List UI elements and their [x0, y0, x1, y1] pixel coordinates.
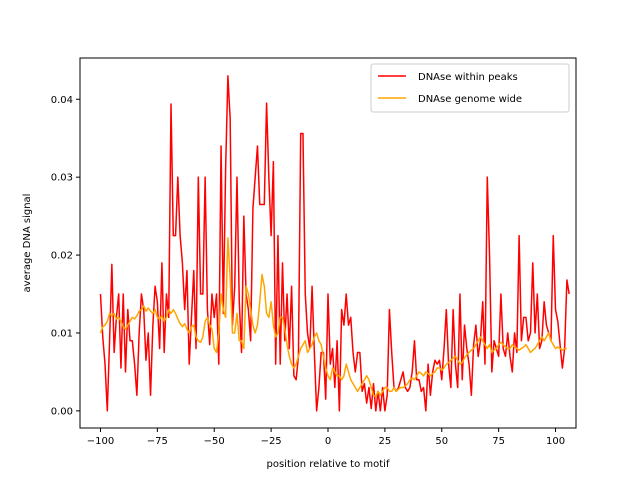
x-tick-label: 100 [546, 436, 565, 447]
y-axis-label: average DNA signal [22, 194, 33, 293]
x-tick-label: 50 [435, 436, 448, 447]
x-axis: −100 −75 −50 −25 0 25 50 75 100 [87, 428, 565, 447]
y-tick-label: 0.04 [51, 95, 73, 106]
legend-box [370, 63, 570, 113]
y-tick-label: 0.01 [51, 328, 73, 339]
x-tick-label: −25 [261, 436, 282, 447]
x-tick-label: 0 [325, 436, 331, 447]
y-tick-label: 0.00 [51, 406, 73, 417]
y-tick-label: 0.02 [51, 251, 73, 262]
x-tick-label: −75 [147, 436, 168, 447]
x-tick-label: −100 [87, 436, 114, 447]
y-axis: 0.00 0.01 0.02 0.03 0.04 [51, 95, 80, 417]
x-axis-label: position relative to motif [267, 459, 390, 470]
series-line-0 [99, 75, 570, 412]
legend-label-0: DNAse within peaks [418, 72, 518, 83]
series-line-1 [99, 237, 567, 398]
x-tick-label: −50 [204, 436, 225, 447]
x-tick-label: 75 [492, 436, 505, 447]
series-layer [99, 75, 570, 412]
y-tick-label: 0.03 [51, 173, 73, 184]
x-tick-label: 25 [379, 436, 392, 447]
legend-label-1: DNAse genome wide [418, 94, 522, 105]
legend: DNAse within peaks DNAse genome wide [370, 63, 570, 113]
